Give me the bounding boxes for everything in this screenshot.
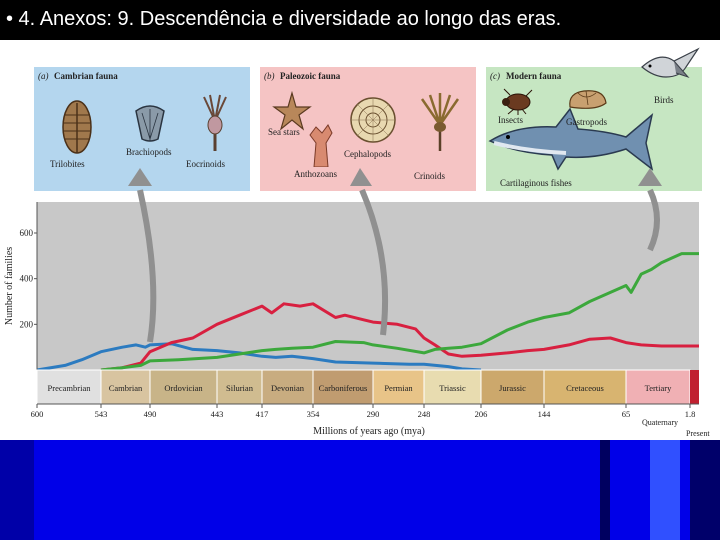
label-brachiopods: Brachiopods xyxy=(126,147,172,157)
x-tick-label: 543 xyxy=(95,409,108,419)
period-label: Permian xyxy=(384,383,413,393)
footer-band xyxy=(690,440,720,540)
label-trilobites: Trilobites xyxy=(50,159,85,169)
y-axis-label: Number of families xyxy=(4,247,15,325)
y-tick-label: 200 xyxy=(20,319,34,329)
period-label: Ordovician xyxy=(164,383,203,393)
period-band xyxy=(423,369,482,405)
x-tick-label: 443 xyxy=(211,409,224,419)
x-tick-label: 354 xyxy=(307,409,321,419)
footer-band xyxy=(0,440,34,540)
quaternary-label: Quaternary xyxy=(642,418,678,427)
label-insects: Insects xyxy=(498,115,523,125)
x-tick-label: 600 xyxy=(31,409,44,419)
panel-title: Modern fauna xyxy=(506,71,562,81)
arrow-cambrian-head xyxy=(128,168,152,186)
arrows-layer xyxy=(128,168,662,343)
gastropod-illustration xyxy=(569,90,607,109)
label-eocrinoids: Eocrinoids xyxy=(186,159,225,169)
period-label: Cambrian xyxy=(109,383,143,393)
x-axis-label: Millions of years ago (mya) xyxy=(313,426,425,437)
shark-illustration xyxy=(488,107,654,171)
slide-footer xyxy=(0,440,720,540)
bird-illustration xyxy=(641,47,700,79)
panel-cambrian-fauna: (a) Cambrian fauna Trilobites Brachiopod… xyxy=(34,67,250,191)
y-tick-label: 400 xyxy=(20,274,34,284)
slide-title: • 4. Anexos: 9. Descendência e diversida… xyxy=(6,8,562,30)
series-line-2 xyxy=(100,252,699,372)
label-cephalopods: Cephalopods xyxy=(344,149,391,159)
period-label: Tertiary xyxy=(645,383,673,393)
footer-band xyxy=(600,440,610,540)
x-tick-label: 248 xyxy=(418,409,431,419)
y-tick-label: 600 xyxy=(20,228,34,238)
period-label: Precambrian xyxy=(48,383,92,393)
brachiopod-illustration xyxy=(135,105,165,142)
quaternary-band xyxy=(690,370,699,404)
panel-title: Paleozoic fauna xyxy=(280,71,341,81)
period-label: Silurian xyxy=(226,383,254,393)
insect-illustration xyxy=(502,88,533,115)
slide-header: • 4. Anexos: 9. Descendência e diversida… xyxy=(0,0,720,40)
panel-tag: (b) xyxy=(264,71,275,81)
period-band xyxy=(480,369,545,405)
sea-star-illustration xyxy=(272,91,312,131)
label-crinoids: Crinoids xyxy=(414,171,446,181)
x-tick-label: 206 xyxy=(475,409,488,419)
x-tick-label: 490 xyxy=(144,409,157,419)
arrow-paleozoic-head xyxy=(350,168,372,186)
eocrinoid-illustration xyxy=(203,94,227,151)
period-band xyxy=(261,369,314,405)
footer-band xyxy=(650,440,680,540)
figure: (a) Cambrian fauna Trilobites Brachiopod… xyxy=(0,40,720,440)
arrow-modern-head xyxy=(638,168,662,186)
arrow-cambrian xyxy=(137,189,157,343)
x-tick-label: 65 xyxy=(622,409,631,419)
period-bar: Precambrian Cambrian Ordovician Silurian Dev… xyxy=(36,369,699,405)
x-tick-label: 290 xyxy=(367,409,380,419)
panel-paleozoic-fauna: (b) Paleozoic fauna Sea stars Anthozoans… xyxy=(260,67,476,191)
present-label: Present xyxy=(686,429,710,438)
arrow-paleozoic xyxy=(359,188,389,336)
label-sea-stars: Sea stars xyxy=(268,127,300,137)
period-label: Triassic xyxy=(439,383,466,393)
x-tick-label: 417 xyxy=(256,409,269,419)
crinoid-illustration xyxy=(420,93,460,151)
diversity-chart: 200 400 600 Number of families Precambrian… xyxy=(4,168,710,438)
y-axis: 200 400 600 xyxy=(20,202,38,370)
cephalopod-illustration xyxy=(350,97,396,143)
panel-tag: (a) xyxy=(38,71,49,81)
label-anthozoans: Anthozoans xyxy=(294,169,337,179)
period-band xyxy=(543,369,627,405)
x-tick-label: 144 xyxy=(538,409,552,419)
anthozoan-illustration xyxy=(309,124,333,167)
period-label: Cretaceous xyxy=(566,383,604,393)
label-birds: Birds xyxy=(654,95,674,105)
panel-modern-fauna: (c) Modern fauna Birds Insects Gastropod… xyxy=(486,47,702,191)
period-label: Devonian xyxy=(271,383,305,393)
x-axis: 600 543 490 443 417 354 290 248 206 144 65 1.8 xyxy=(31,403,699,419)
period-band xyxy=(372,369,425,405)
arrow-modern xyxy=(647,188,660,252)
x-tick-label: 1.8 xyxy=(685,409,696,419)
trilobite-illustration xyxy=(62,100,92,154)
period-label: Jurassic xyxy=(499,383,526,393)
period-label: Carboniferous xyxy=(319,383,368,393)
panel-title: Cambrian fauna xyxy=(54,71,118,81)
label-cartilaginous-fishes: Cartilaginous fishes xyxy=(500,178,572,188)
panel-tag: (c) xyxy=(490,71,500,81)
period-band xyxy=(625,369,691,405)
label-gastropods: Gastropods xyxy=(566,117,607,127)
